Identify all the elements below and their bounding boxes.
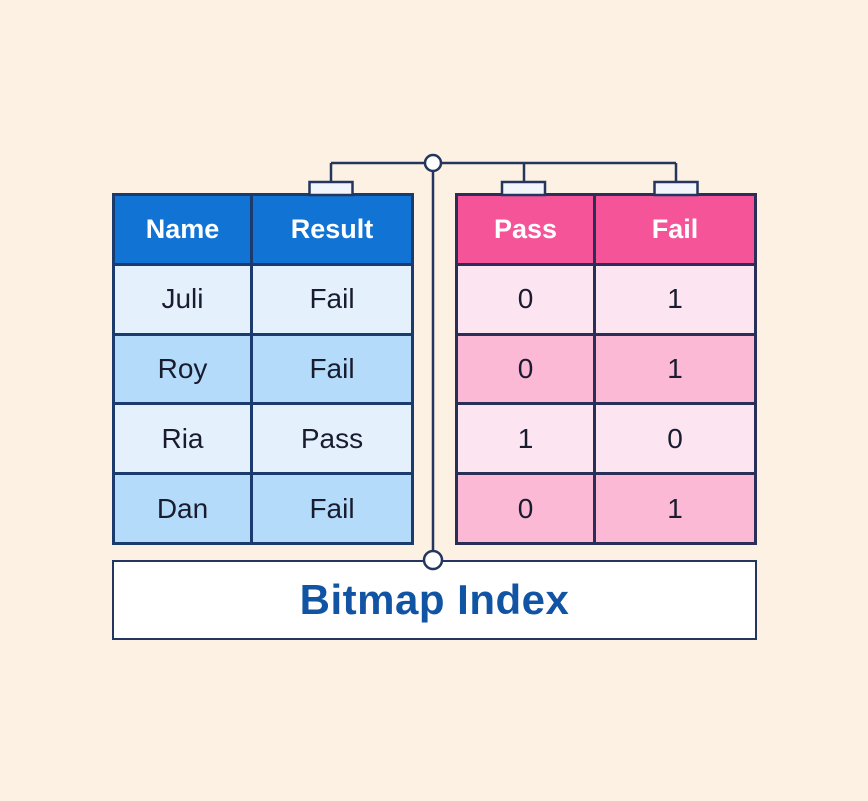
column-header-pass: Pass (458, 196, 593, 263)
table-cell: 1 (458, 405, 593, 473)
column-header-fail: Fail (596, 196, 754, 263)
table-cell: 1 (596, 475, 754, 542)
table-cell: 1 (596, 335, 754, 403)
bitmap-index-title: Bitmap Index (299, 576, 570, 623)
column-header-name: Name (115, 196, 250, 263)
table-cell: Fail (253, 335, 411, 403)
table-cell: Dan (115, 475, 250, 542)
table-cell: Juli (115, 265, 250, 333)
table-cell: Roy (115, 335, 250, 403)
table-cell: Ria (115, 405, 250, 473)
column-header-result: Result (253, 196, 411, 263)
table-cell: 0 (458, 265, 593, 333)
table-cell: 0 (458, 335, 593, 403)
table-cell: Fail (253, 475, 411, 542)
bitmap-index-label-box: Bitmap Index (112, 560, 757, 640)
connector-node-top (423, 153, 443, 173)
table-cell: Fail (253, 265, 411, 333)
table-cell: 0 (458, 475, 593, 542)
table-cell: 1 (596, 265, 754, 333)
bitmap-table: Pass Fail 0 1 0 1 1 0 0 1 (455, 193, 757, 545)
name-result-table: Name Result Juli Fail Roy Fail Ria Pass … (112, 193, 414, 545)
table-cell: Pass (253, 405, 411, 473)
table-cell: 0 (596, 405, 754, 473)
